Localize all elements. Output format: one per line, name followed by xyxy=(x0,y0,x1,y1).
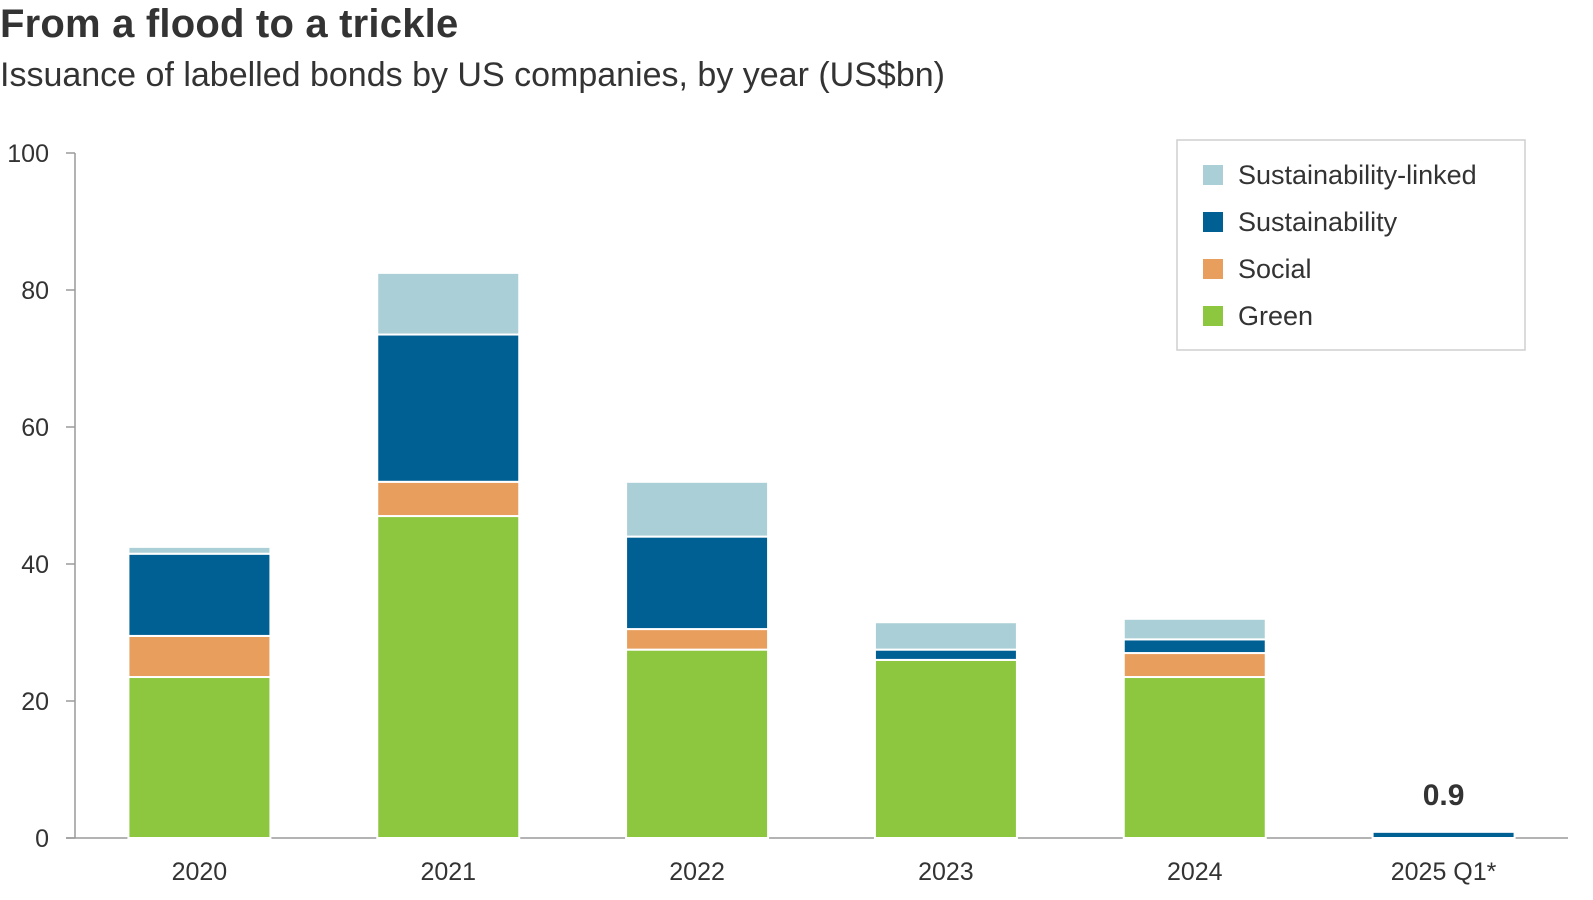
bar-sustainability-linked-2020 xyxy=(127,545,272,555)
legend-swatch-social xyxy=(1203,259,1223,279)
x-tick-label: 2023 xyxy=(918,858,974,886)
bar-sustainability-linked-2021 xyxy=(376,271,521,336)
legend-swatch-sustainability xyxy=(1203,212,1223,232)
legend-label-green: Green xyxy=(1238,301,1313,331)
bar-green-2021 xyxy=(376,515,521,839)
x-tick-label: 2024 xyxy=(1167,858,1223,886)
bar-sustainability-2024 xyxy=(1122,638,1267,655)
bar-social-2021 xyxy=(376,480,521,518)
x-tick-label: 2025 Q1* xyxy=(1391,858,1497,886)
bar-green-2020 xyxy=(127,676,272,840)
legend-label-sustainability-linked: Sustainability-linked xyxy=(1238,160,1477,190)
y-tick-label: 20 xyxy=(21,688,49,716)
y-tick-label: 100 xyxy=(7,140,49,168)
y-tick-label: 40 xyxy=(21,551,49,579)
bar-sustainability-linked-2022 xyxy=(625,480,770,538)
x-tick-label: 2020 xyxy=(172,858,228,886)
legend-label-sustainability: Sustainability xyxy=(1238,207,1398,237)
legend-label-social: Social xyxy=(1238,254,1312,284)
chart-title: From a flood to a trickle xyxy=(0,2,459,46)
bar-sustainability-linked-2024 xyxy=(1122,617,1267,641)
legend-swatch-sustainability-linked xyxy=(1203,165,1223,185)
bar-social-2024 xyxy=(1122,652,1267,679)
y-tick-label: 80 xyxy=(21,277,49,305)
bar-green-2022 xyxy=(625,648,770,839)
legend-swatch-green xyxy=(1203,306,1223,326)
bar-social-2022 xyxy=(625,628,770,651)
y-tick-label: 0 xyxy=(35,825,49,853)
bar-sustainability-2020 xyxy=(127,552,272,637)
bar-social-2020 xyxy=(127,634,272,679)
bar-green-2024 xyxy=(1122,676,1267,840)
bar-sustainability-2025-q1 xyxy=(1371,830,1516,840)
bar-sustainability-2023 xyxy=(873,648,1018,661)
x-tick-label: 2021 xyxy=(420,858,476,886)
legend-box xyxy=(1176,139,1526,351)
bar-sustainability-2022 xyxy=(625,535,770,631)
bar-green-2023 xyxy=(873,658,1018,840)
bar-sustainability-linked-2023 xyxy=(873,621,1018,651)
chart-subtitle: Issuance of labelled bonds by US compani… xyxy=(0,56,945,94)
x-tick-label: 2022 xyxy=(669,858,725,886)
bar-sustainability-2021 xyxy=(376,333,521,483)
data-label-annotation: 0.9 xyxy=(1423,779,1465,812)
y-tick-label: 60 xyxy=(21,414,49,442)
